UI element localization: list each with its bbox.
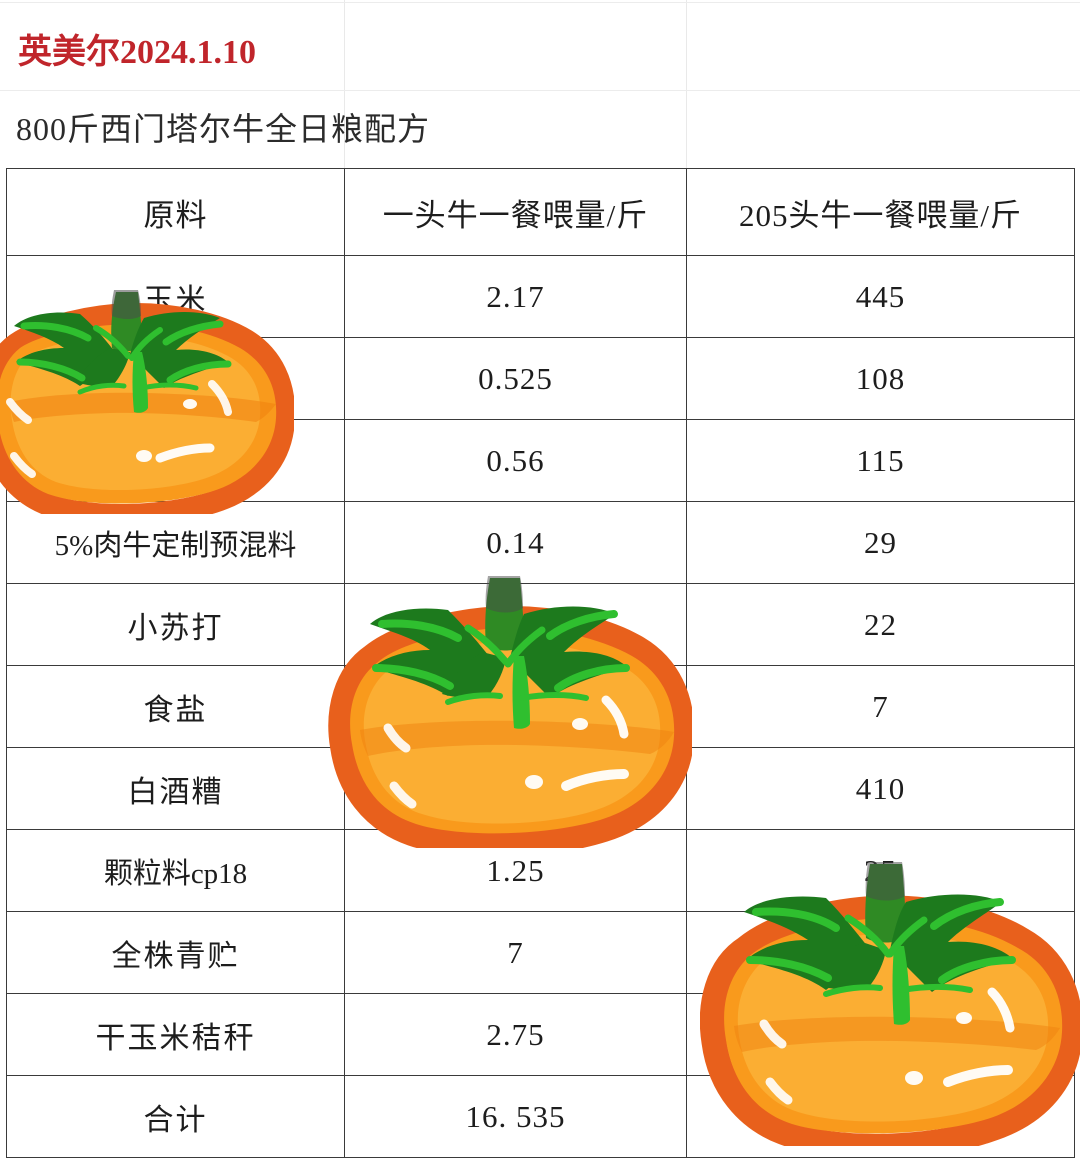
- herd-amount: 7: [686, 665, 1075, 748]
- per-cow-amount: 2.75: [344, 993, 687, 1076]
- herd-amount: [686, 993, 1075, 1076]
- per-cow-amount: 0.14: [344, 501, 687, 584]
- total-per-cow: 16. 535: [344, 1075, 687, 1158]
- ingredient-name: 食盐: [6, 665, 345, 748]
- herd-amount: 29: [686, 501, 1075, 584]
- ingredient-name: 干玉米秸秆: [6, 993, 345, 1076]
- column-header-ingredient: 原料: [6, 168, 345, 256]
- total-label: 合计: [6, 1075, 345, 1158]
- ingredient-name: 全株青贮: [6, 911, 345, 994]
- per-cow-amount: 0.525: [344, 337, 687, 420]
- table-row: 干玉米秸秆 2.75: [6, 993, 1075, 1076]
- herd-amount: 108: [686, 337, 1075, 420]
- herd-amount: [686, 911, 1075, 994]
- ingredient-name: [6, 337, 345, 420]
- herd-amount: 25: [686, 829, 1075, 912]
- per-cow-amount: 2.17: [344, 255, 687, 338]
- ingredient-name: 颗粒料cp18: [6, 829, 345, 912]
- table-row: 食盐 7: [6, 665, 1075, 748]
- table-row: 小苏打 22: [6, 583, 1075, 666]
- column-header-herd: 205头牛一餐喂量/斤: [686, 168, 1075, 256]
- title-area: 英美尔2024.1.10 800斤西门塔尔牛全日粮配方: [0, 0, 1080, 168]
- table-row: 颗粒料cp18 1.25 25: [6, 829, 1075, 912]
- table-row: 白酒糟 410: [6, 747, 1075, 830]
- page-subtitle: 800斤西门塔尔牛全日粮配方: [16, 111, 431, 147]
- per-cow-amount: [344, 665, 687, 748]
- herd-amount: 22: [686, 583, 1075, 666]
- herd-amount: 445: [686, 255, 1075, 338]
- herd-amount: 410: [686, 747, 1075, 830]
- table-row: 全株青贮 7: [6, 911, 1075, 994]
- table-row: 玉米 2.17 445: [6, 255, 1075, 338]
- table-row: 0.56 115: [6, 419, 1075, 502]
- table-row: 5%肉牛定制预混料 0.14 29: [6, 501, 1075, 584]
- per-cow-amount: 0.56: [344, 419, 687, 502]
- page-title: 英美尔2024.1.10: [18, 34, 256, 71]
- ingredient-name: 白酒糟: [6, 747, 345, 830]
- per-cow-amount: 7: [344, 911, 687, 994]
- total-herd: [686, 1075, 1075, 1158]
- ingredient-name: 小苏打: [6, 583, 345, 666]
- table-row: 0.525 108: [6, 337, 1075, 420]
- per-cow-amount: [344, 747, 687, 830]
- feed-formula-table: 原料 一头牛一餐喂量/斤 205头牛一餐喂量/斤 玉米 2.17 445 0.5…: [6, 168, 1075, 1158]
- herd-amount: 115: [686, 419, 1075, 502]
- ingredient-name: [6, 419, 345, 502]
- table-row-total: 合计 16. 535: [6, 1075, 1075, 1158]
- per-cow-amount: [344, 583, 687, 666]
- ingredient-name: 5%肉牛定制预混料: [6, 501, 345, 584]
- per-cow-amount: 1.25: [344, 829, 687, 912]
- column-header-per-cow: 一头牛一餐喂量/斤: [344, 168, 687, 256]
- ingredient-name: 玉米: [6, 255, 345, 338]
- table-header-row: 原料 一头牛一餐喂量/斤 205头牛一餐喂量/斤: [6, 168, 1075, 256]
